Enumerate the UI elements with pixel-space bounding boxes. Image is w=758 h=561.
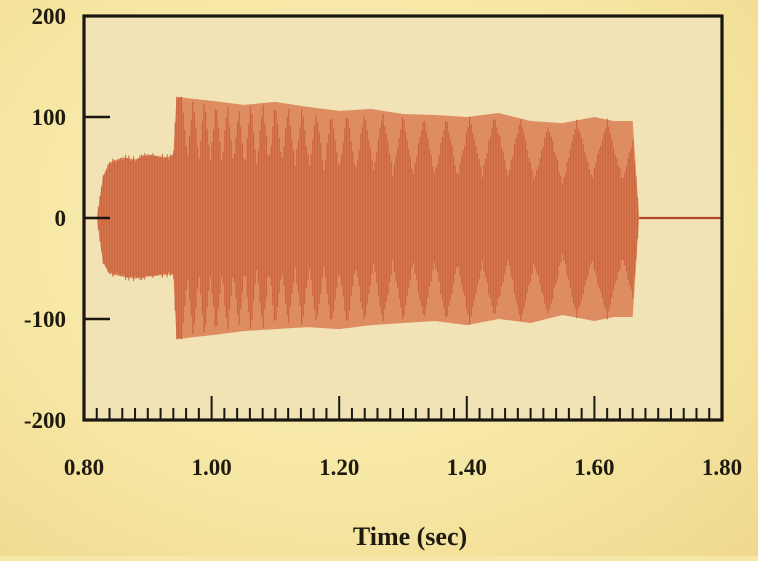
y-tick-label: -100 xyxy=(24,307,66,332)
y-tick-label: -200 xyxy=(24,408,66,433)
x-tick-label: 1.00 xyxy=(191,455,231,480)
y-tick-label: 0 xyxy=(55,206,67,231)
x-tick-label: 1.60 xyxy=(574,455,614,480)
x-tick-label: 1.20 xyxy=(319,455,359,480)
y-tick-label: 200 xyxy=(32,4,67,29)
y-tick-label: 100 xyxy=(32,105,67,130)
x-tick-label: 1.40 xyxy=(447,455,487,480)
x-tick-label: 1.80 xyxy=(702,455,742,480)
x-axis-title: Time (sec) xyxy=(353,522,467,551)
x-tick-label: 0.80 xyxy=(64,455,104,480)
